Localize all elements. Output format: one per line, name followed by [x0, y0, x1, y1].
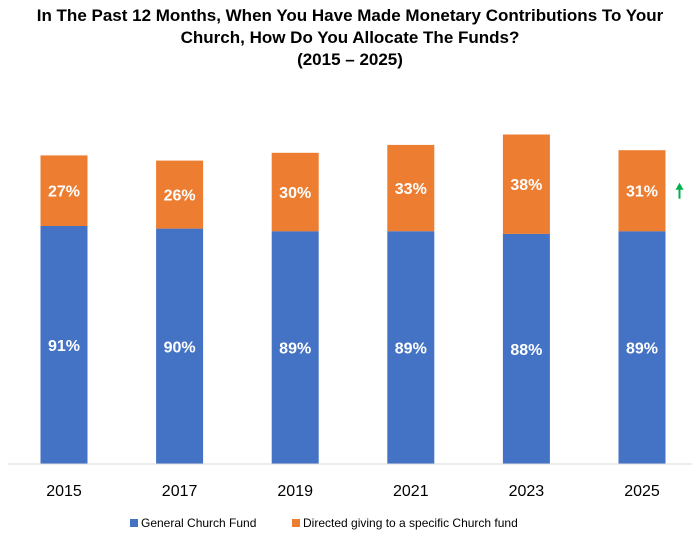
data-label-directed-2021: 33%: [395, 181, 427, 198]
x-tick-2023: 2023: [509, 483, 545, 500]
chart-title: In The Past 12 Months, When You Have Mad…: [37, 6, 664, 69]
x-tick-2019: 2019: [277, 483, 313, 500]
bar-general-2023: [502, 233, 550, 464]
arrow-up-icon: [675, 182, 684, 199]
x-axis-ticks: 2015 2017 2019 2021 2023 2025: [46, 483, 660, 500]
annotations-group: [675, 182, 684, 199]
bar-directed-2021: [387, 144, 435, 232]
legend-label-directed: Directed giving to a specific Church fun…: [303, 516, 518, 530]
bar-general-2019: [271, 231, 319, 464]
title-line-1: In The Past 12 Months, When You Have Mad…: [37, 6, 664, 25]
bar-directed-2019: [271, 152, 319, 232]
data-label-directed-2017: 26%: [164, 188, 196, 205]
legend-label-general: General Church Fund: [141, 516, 256, 530]
bar-general-2017: [156, 228, 204, 464]
title-line-2: Church, How Do You Allocate The Funds?: [181, 28, 520, 47]
bar-directed-2025: [618, 150, 666, 232]
bar-directed-2017: [156, 160, 204, 229]
legend: General Church Fund Directed giving to a…: [130, 516, 518, 530]
data-label-general-2019: 89%: [279, 341, 311, 358]
data-label-directed-2015: 27%: [48, 184, 80, 201]
title-line-3: (2015 – 2025): [297, 50, 403, 69]
data-label-directed-2023: 38%: [510, 177, 542, 194]
bar-general-2021: [387, 231, 435, 464]
x-tick-2017: 2017: [162, 483, 198, 500]
data-label-directed-2025: 31%: [626, 184, 658, 201]
data-label-general-2023: 88%: [510, 342, 542, 359]
legend-swatch-general: [130, 519, 138, 527]
data-label-general-2025: 89%: [626, 341, 658, 358]
bar-general-2025: [618, 231, 666, 464]
x-tick-2025: 2025: [624, 483, 660, 500]
bar-directed-2023: [502, 134, 550, 234]
data-label-directed-2019: 30%: [279, 185, 311, 202]
legend-swatch-directed: [292, 519, 300, 527]
bar-general-2015: [40, 226, 88, 464]
x-tick-2021: 2021: [393, 483, 429, 500]
x-tick-2015: 2015: [46, 483, 82, 500]
data-label-general-2021: 89%: [395, 341, 427, 358]
bars-group: 91% 27% 90% 26% 89% 30% 89% 33% 88% 38% 89% 31%: [40, 134, 666, 464]
data-label-general-2015: 91%: [48, 338, 80, 355]
bar-directed-2015: [40, 155, 88, 226]
data-label-general-2017: 90%: [164, 339, 196, 356]
